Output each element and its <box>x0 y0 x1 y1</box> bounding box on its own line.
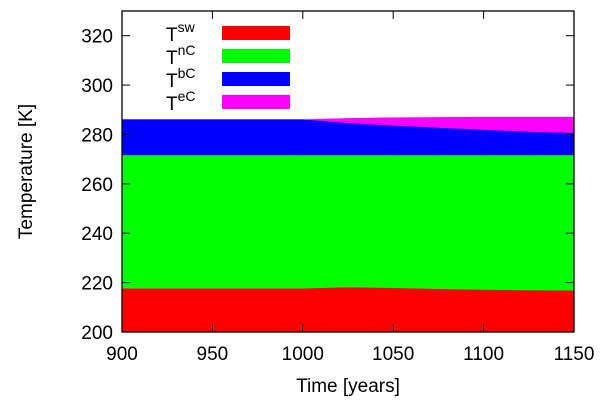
y-axis-title: Temperature [K] <box>16 104 37 239</box>
y-tick-label: 300 <box>81 76 113 97</box>
x-axis: 900 950 1000 1050 1100 1150 <box>106 11 594 365</box>
x-axis-title: Time [years] <box>296 376 400 397</box>
legend-label-bC: TbC <box>166 65 196 92</box>
x-tick-label: 900 <box>106 344 138 365</box>
legend-swatch-nC <box>222 49 290 63</box>
legend-label-eC: TeC <box>166 88 196 115</box>
x-tick-label: 1000 <box>282 344 324 365</box>
y-tick-label: 280 <box>81 125 113 146</box>
legend-swatch-eC <box>222 95 290 109</box>
area-layer <box>121 116 575 333</box>
x-tick-label: 1150 <box>554 344 595 365</box>
x-tick-label: 950 <box>197 344 229 365</box>
y-tick-label: 240 <box>81 224 113 245</box>
series-area-nC <box>121 155 575 292</box>
y-tick-label: 320 <box>81 27 113 48</box>
y-tick-label: 260 <box>81 175 113 196</box>
x-tick-label: 1100 <box>463 344 504 365</box>
y-tick-label: 220 <box>81 274 113 295</box>
legend-swatch-bC <box>222 72 290 86</box>
legend-label-nC: TnC <box>166 42 196 69</box>
y-axis: 200 220 240 260 280 300 320 <box>81 27 574 344</box>
x-tick-label: 1050 <box>372 344 414 365</box>
series-area-sw <box>121 287 575 333</box>
y-tick-label: 200 <box>81 323 113 344</box>
legend-swatch-sw <box>222 26 290 40</box>
legend-label-sw: Tsw <box>166 19 196 46</box>
plot-frame <box>121 10 575 333</box>
